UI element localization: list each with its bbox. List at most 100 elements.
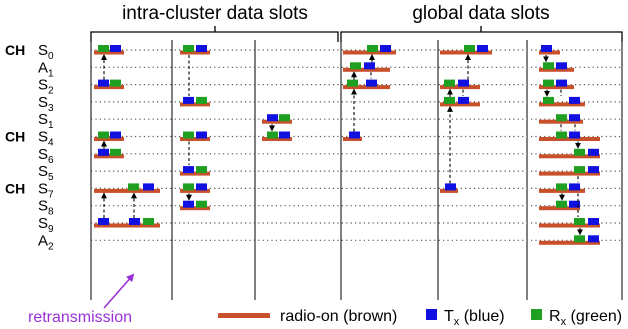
- rx-marker: [444, 79, 455, 87]
- radio-on-bar: [539, 223, 600, 228]
- tx-marker: [364, 62, 375, 70]
- tx-marker: [143, 183, 154, 191]
- radio-on-bar: [94, 85, 124, 90]
- tx-marker: [98, 218, 109, 225]
- radio-on-bar: [539, 188, 585, 193]
- rx-marker: [98, 45, 109, 52]
- rx-marker: [128, 183, 139, 191]
- row-label: S8: [38, 198, 54, 218]
- legend-tx-label: Tx (blue): [444, 308, 505, 328]
- legend: radio-on (brown) Tx (blue) Rx (green): [218, 308, 622, 328]
- row-label: S9: [38, 215, 54, 235]
- row-label: A1: [38, 59, 54, 79]
- tx-marker: [98, 148, 109, 156]
- rx-marker: [543, 96, 554, 104]
- tx-marker: [588, 148, 599, 156]
- radio-on-bar: [343, 85, 390, 90]
- radio-on-bar: [539, 171, 600, 176]
- transmission-marks: [94, 45, 600, 245]
- retransmission-arrow: [103, 273, 135, 309]
- row-label: S1: [38, 111, 54, 131]
- radio-on-bar: [180, 171, 210, 176]
- rx-marker: [183, 45, 194, 52]
- rx-marker: [98, 131, 109, 139]
- rx-marker: [196, 96, 207, 104]
- tx-marker: [129, 218, 140, 225]
- rx-marker: [143, 218, 154, 225]
- tx-marker: [588, 235, 599, 243]
- rx-marker: [574, 166, 585, 174]
- tx-marker: [588, 218, 599, 225]
- rx-marker: [183, 131, 194, 139]
- tx-marker: [569, 131, 580, 139]
- rx-marker: [347, 79, 358, 87]
- rx-marker: [350, 62, 361, 70]
- tx-marker: [110, 131, 121, 139]
- radio-on-bar: [343, 50, 396, 55]
- row-label: S7: [38, 180, 54, 200]
- radio-on-bar: [94, 188, 160, 193]
- tx-marker: [267, 114, 278, 122]
- slot-grid: [90, 40, 623, 300]
- row-label: S5: [38, 163, 54, 183]
- rx-marker: [464, 45, 475, 52]
- radio-on-bar: [94, 223, 160, 228]
- tx-marker: [541, 45, 552, 52]
- legend-rx-swatch: [531, 309, 542, 320]
- rx-marker: [183, 183, 194, 191]
- radio-on-bar: [262, 137, 292, 141]
- rx-marker: [196, 166, 207, 174]
- legend-rx-label: Rx (green): [549, 308, 622, 328]
- legend-radio-label: radio-on (brown): [280, 308, 397, 325]
- tx-marker: [349, 131, 360, 139]
- rx-marker: [279, 114, 290, 122]
- radio-on-bar: [94, 154, 124, 159]
- tx-marker: [183, 200, 194, 208]
- rx-marker: [543, 62, 554, 70]
- tx-marker: [183, 96, 194, 104]
- radio-on-bar: [440, 50, 492, 55]
- retransmission-label: retransmission: [28, 309, 132, 326]
- radio-on-bar: [440, 85, 480, 90]
- legend-radio-swatch: [218, 313, 270, 318]
- row-label: S3: [38, 94, 54, 114]
- radio-on-bar: [262, 119, 292, 124]
- radio-on-bar: [180, 102, 210, 107]
- cluster-head-label: CH: [5, 180, 25, 196]
- tx-marker: [196, 45, 207, 52]
- radio-on-bar: [539, 85, 574, 90]
- rx-marker: [110, 148, 121, 156]
- radio-on-bar: [180, 137, 210, 141]
- tx-marker: [380, 45, 391, 52]
- cluster-head-label: CH: [5, 129, 25, 145]
- radio-on-bar: [180, 206, 210, 211]
- radio-on-bar: [539, 240, 600, 245]
- tx-marker: [458, 96, 469, 104]
- radio-on-bar: [539, 119, 583, 124]
- intra-cluster-title: intra-cluster data slots: [122, 3, 308, 24]
- tx-marker: [569, 200, 580, 208]
- rx-marker: [444, 96, 455, 104]
- tx-marker: [556, 62, 567, 70]
- legend-tx-swatch: [426, 309, 437, 320]
- radio-on-bar: [94, 50, 124, 55]
- rx-marker: [574, 148, 585, 156]
- tx-marker: [556, 79, 567, 87]
- radio-on-bar: [343, 137, 362, 141]
- tx-marker: [445, 183, 456, 191]
- tx-marker: [196, 183, 207, 191]
- radio-on-bar: [539, 154, 600, 159]
- row-label: S4: [38, 129, 54, 149]
- radio-on-bar: [539, 137, 600, 141]
- tx-marker: [110, 45, 121, 52]
- global-title: global data slots: [412, 3, 549, 24]
- rx-marker: [267, 131, 278, 139]
- intra-cluster-bracket: [90, 26, 339, 42]
- rx-marker: [110, 79, 121, 87]
- tx-marker: [588, 166, 599, 174]
- radio-on-bar: [94, 137, 124, 141]
- tx-marker: [98, 79, 109, 87]
- tx-marker: [569, 96, 580, 104]
